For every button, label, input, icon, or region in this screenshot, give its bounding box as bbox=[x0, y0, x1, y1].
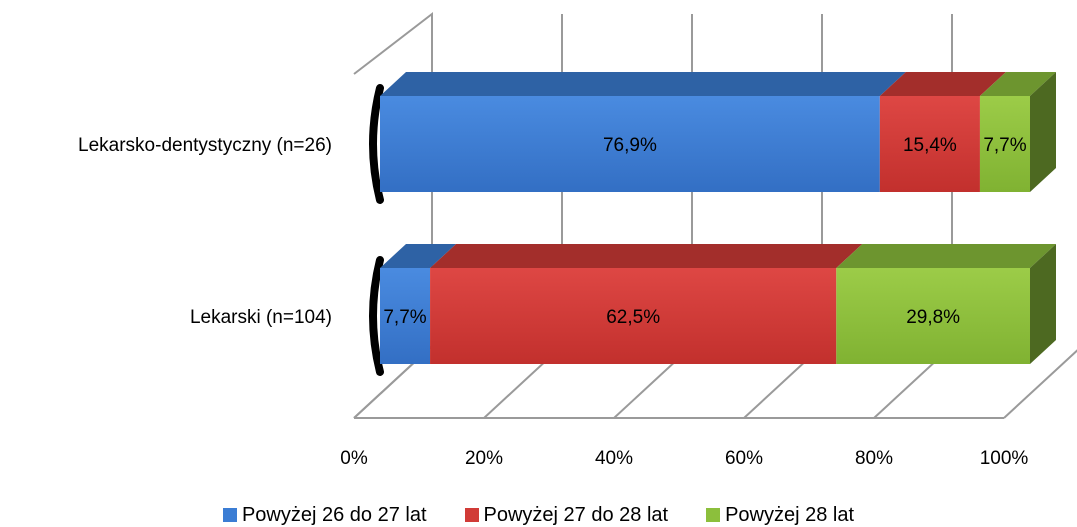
bar-top-face bbox=[879, 72, 1006, 96]
bar-segment bbox=[430, 268, 837, 364]
x-tick-label: 80% bbox=[855, 448, 893, 469]
bar-cap bbox=[369, 84, 384, 204]
bar-side-face bbox=[1030, 72, 1056, 192]
bar-segment bbox=[380, 96, 880, 192]
bar-side-face bbox=[1030, 244, 1056, 364]
legend-swatch-0 bbox=[222, 508, 237, 522]
legend-item: Powyżej 27 do 28 lat bbox=[464, 503, 669, 527]
bar-segment bbox=[380, 268, 431, 364]
bar-top-face bbox=[979, 72, 1056, 96]
bar-segment bbox=[879, 96, 980, 192]
category-label: Lekarsko-dentystyczny (n=26) bbox=[78, 135, 332, 156]
stacked-bar-chart: 0% 20% 40% 60% 80% 100% 76,9% 15,4% 7,7% Lekarsko… bbox=[78, 11, 1077, 469]
x-tick-label: 100% bbox=[980, 448, 1029, 469]
bar-top-face bbox=[380, 244, 457, 268]
data-label: 76,9% bbox=[603, 135, 657, 156]
data-label: 7,7% bbox=[383, 307, 426, 328]
bar-top-face bbox=[430, 244, 863, 268]
legend-label: Powyżej 26 do 27 lat bbox=[241, 503, 427, 526]
category-label: Lekarski (n=104) bbox=[190, 307, 332, 328]
data-label: 7,7% bbox=[983, 135, 1026, 156]
bar-segment bbox=[836, 268, 1030, 364]
bar-cap bbox=[369, 256, 384, 376]
x-tick-label: 40% bbox=[595, 448, 633, 469]
data-label: 62,5% bbox=[606, 307, 660, 328]
legend-label: Powyżej 28 lat bbox=[725, 503, 855, 526]
data-label: 29,8% bbox=[906, 307, 960, 328]
legend-item: Powyżej 28 lat bbox=[706, 504, 854, 527]
legend-swatch-1 bbox=[464, 508, 479, 522]
floor-gridline bbox=[1003, 349, 1077, 419]
bar-top-face bbox=[836, 244, 1056, 268]
legend-item: Powyżej 26 do 27 lat bbox=[222, 503, 427, 527]
data-label: 15,4% bbox=[903, 135, 957, 156]
x-tick-label: 60% bbox=[725, 448, 763, 469]
bar-top-face bbox=[380, 72, 906, 96]
bar-segment bbox=[979, 96, 1030, 192]
x-tick-label: 20% bbox=[465, 448, 503, 469]
x-tick-label: 0% bbox=[340, 448, 368, 469]
bars bbox=[369, 72, 1056, 376]
legend: Powyżej 26 do 27 lat Powyżej 27 do 28 la… bbox=[0, 503, 1077, 527]
legend-swatch-2 bbox=[706, 508, 721, 522]
labels: 0% 20% 40% 60% 80% 100% 76,9% 15,4% 7,7% Lekarsko… bbox=[78, 135, 1028, 469]
legend-label: Powyżej 27 do 28 lat bbox=[483, 503, 669, 526]
